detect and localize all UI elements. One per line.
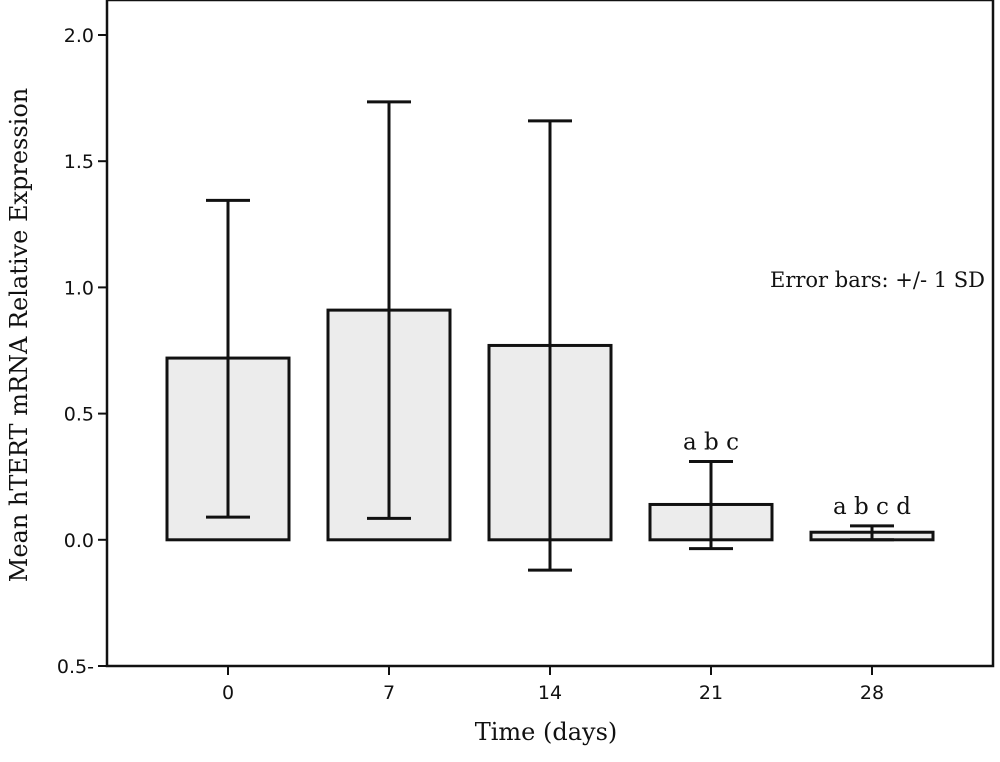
significance-label: a b c d xyxy=(833,494,911,520)
y-tick-label: 0.0 xyxy=(64,530,94,552)
x-tick-label: 14 xyxy=(538,682,562,704)
significance-label: a b c xyxy=(683,430,739,456)
y-axis-title: Mean hTERT mRNA Relative Expression xyxy=(5,88,33,583)
x-axis-title: Time (days) xyxy=(475,718,618,746)
y-tick-label: 0.5- xyxy=(57,656,94,678)
x-tick-label: 21 xyxy=(699,682,723,704)
y-tick-label: 0.5 xyxy=(64,404,94,426)
x-tick-label: 7 xyxy=(383,682,395,704)
y-tick-label: 2.0 xyxy=(64,25,94,47)
annotations: a b c a b c d xyxy=(683,430,911,520)
y-tick-label: 1.5 xyxy=(64,151,94,173)
x-tick-label: 0 xyxy=(222,682,234,704)
legend-note: Error bars: +/- 1 SD xyxy=(770,268,985,292)
y-tick-label: 1.0 xyxy=(64,277,94,299)
x-axis: 0 7 14 21 28 xyxy=(222,666,884,704)
y-axis: 2.0 1.5 1.0 0.5 0.0 0.5- xyxy=(57,25,107,678)
error-bars xyxy=(206,100,894,572)
x-tick-label: 28 xyxy=(860,682,884,704)
